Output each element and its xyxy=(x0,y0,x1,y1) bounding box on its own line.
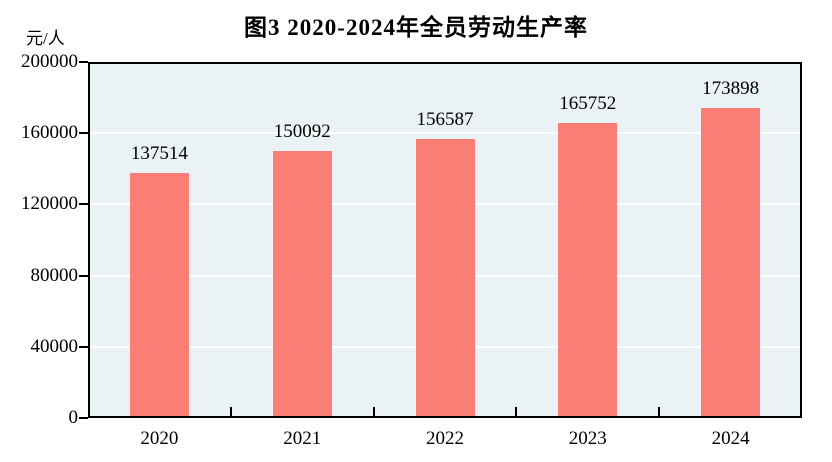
x-axis-category-label-2022: 2022 xyxy=(426,428,464,449)
bar-value-label-2022: 156587 xyxy=(416,109,474,131)
bar-2021 xyxy=(272,150,332,416)
y-axis-tick-80000 xyxy=(79,274,88,277)
x-axis-tick-boundary-3 xyxy=(515,407,518,416)
y-axis-tick-label: 200000 xyxy=(21,51,78,72)
x-axis-category-label-2024: 2024 xyxy=(711,428,750,449)
bar-value-label-2023: 165752 xyxy=(559,92,617,114)
y-axis-tick-0 xyxy=(79,417,88,419)
bar-value-label-2021: 150092 xyxy=(273,120,331,142)
chart-title: 图3 2020-2024年全员劳动生产率 xyxy=(244,15,588,40)
x-axis-tick-boundary-4 xyxy=(658,407,661,416)
y-axis-unit-label: 元/人 xyxy=(26,29,65,48)
y-axis-tick-label: 40000 xyxy=(30,335,79,357)
x-axis-category-label-2023: 2023 xyxy=(568,428,607,449)
gridline-y-160000 xyxy=(90,132,800,135)
bar-value-label-2020: 137514 xyxy=(130,143,188,165)
y-axis-tick-label: 120000 xyxy=(21,193,78,215)
y-axis-tick-label: 0 xyxy=(68,407,79,428)
bar-2023 xyxy=(558,122,618,416)
x-axis-category-label-2021: 2021 xyxy=(283,428,322,449)
y-axis-tick-160000 xyxy=(79,132,88,135)
bar-value-label-2024: 173898 xyxy=(702,78,760,100)
y-axis-tick-label: 80000 xyxy=(30,264,79,286)
bar-2020 xyxy=(129,173,189,416)
y-axis-tick-120000 xyxy=(79,203,88,206)
y-axis-tick-label: 160000 xyxy=(21,122,78,144)
x-axis-tick-boundary-2 xyxy=(372,407,375,416)
bar-2024 xyxy=(701,108,761,416)
y-axis-tick-200000 xyxy=(79,61,88,63)
x-axis-category-label-2020: 2020 xyxy=(140,428,179,449)
x-axis-tick-boundary-1 xyxy=(229,407,232,416)
y-axis-tick-40000 xyxy=(79,345,88,348)
bar-2022 xyxy=(415,139,475,416)
